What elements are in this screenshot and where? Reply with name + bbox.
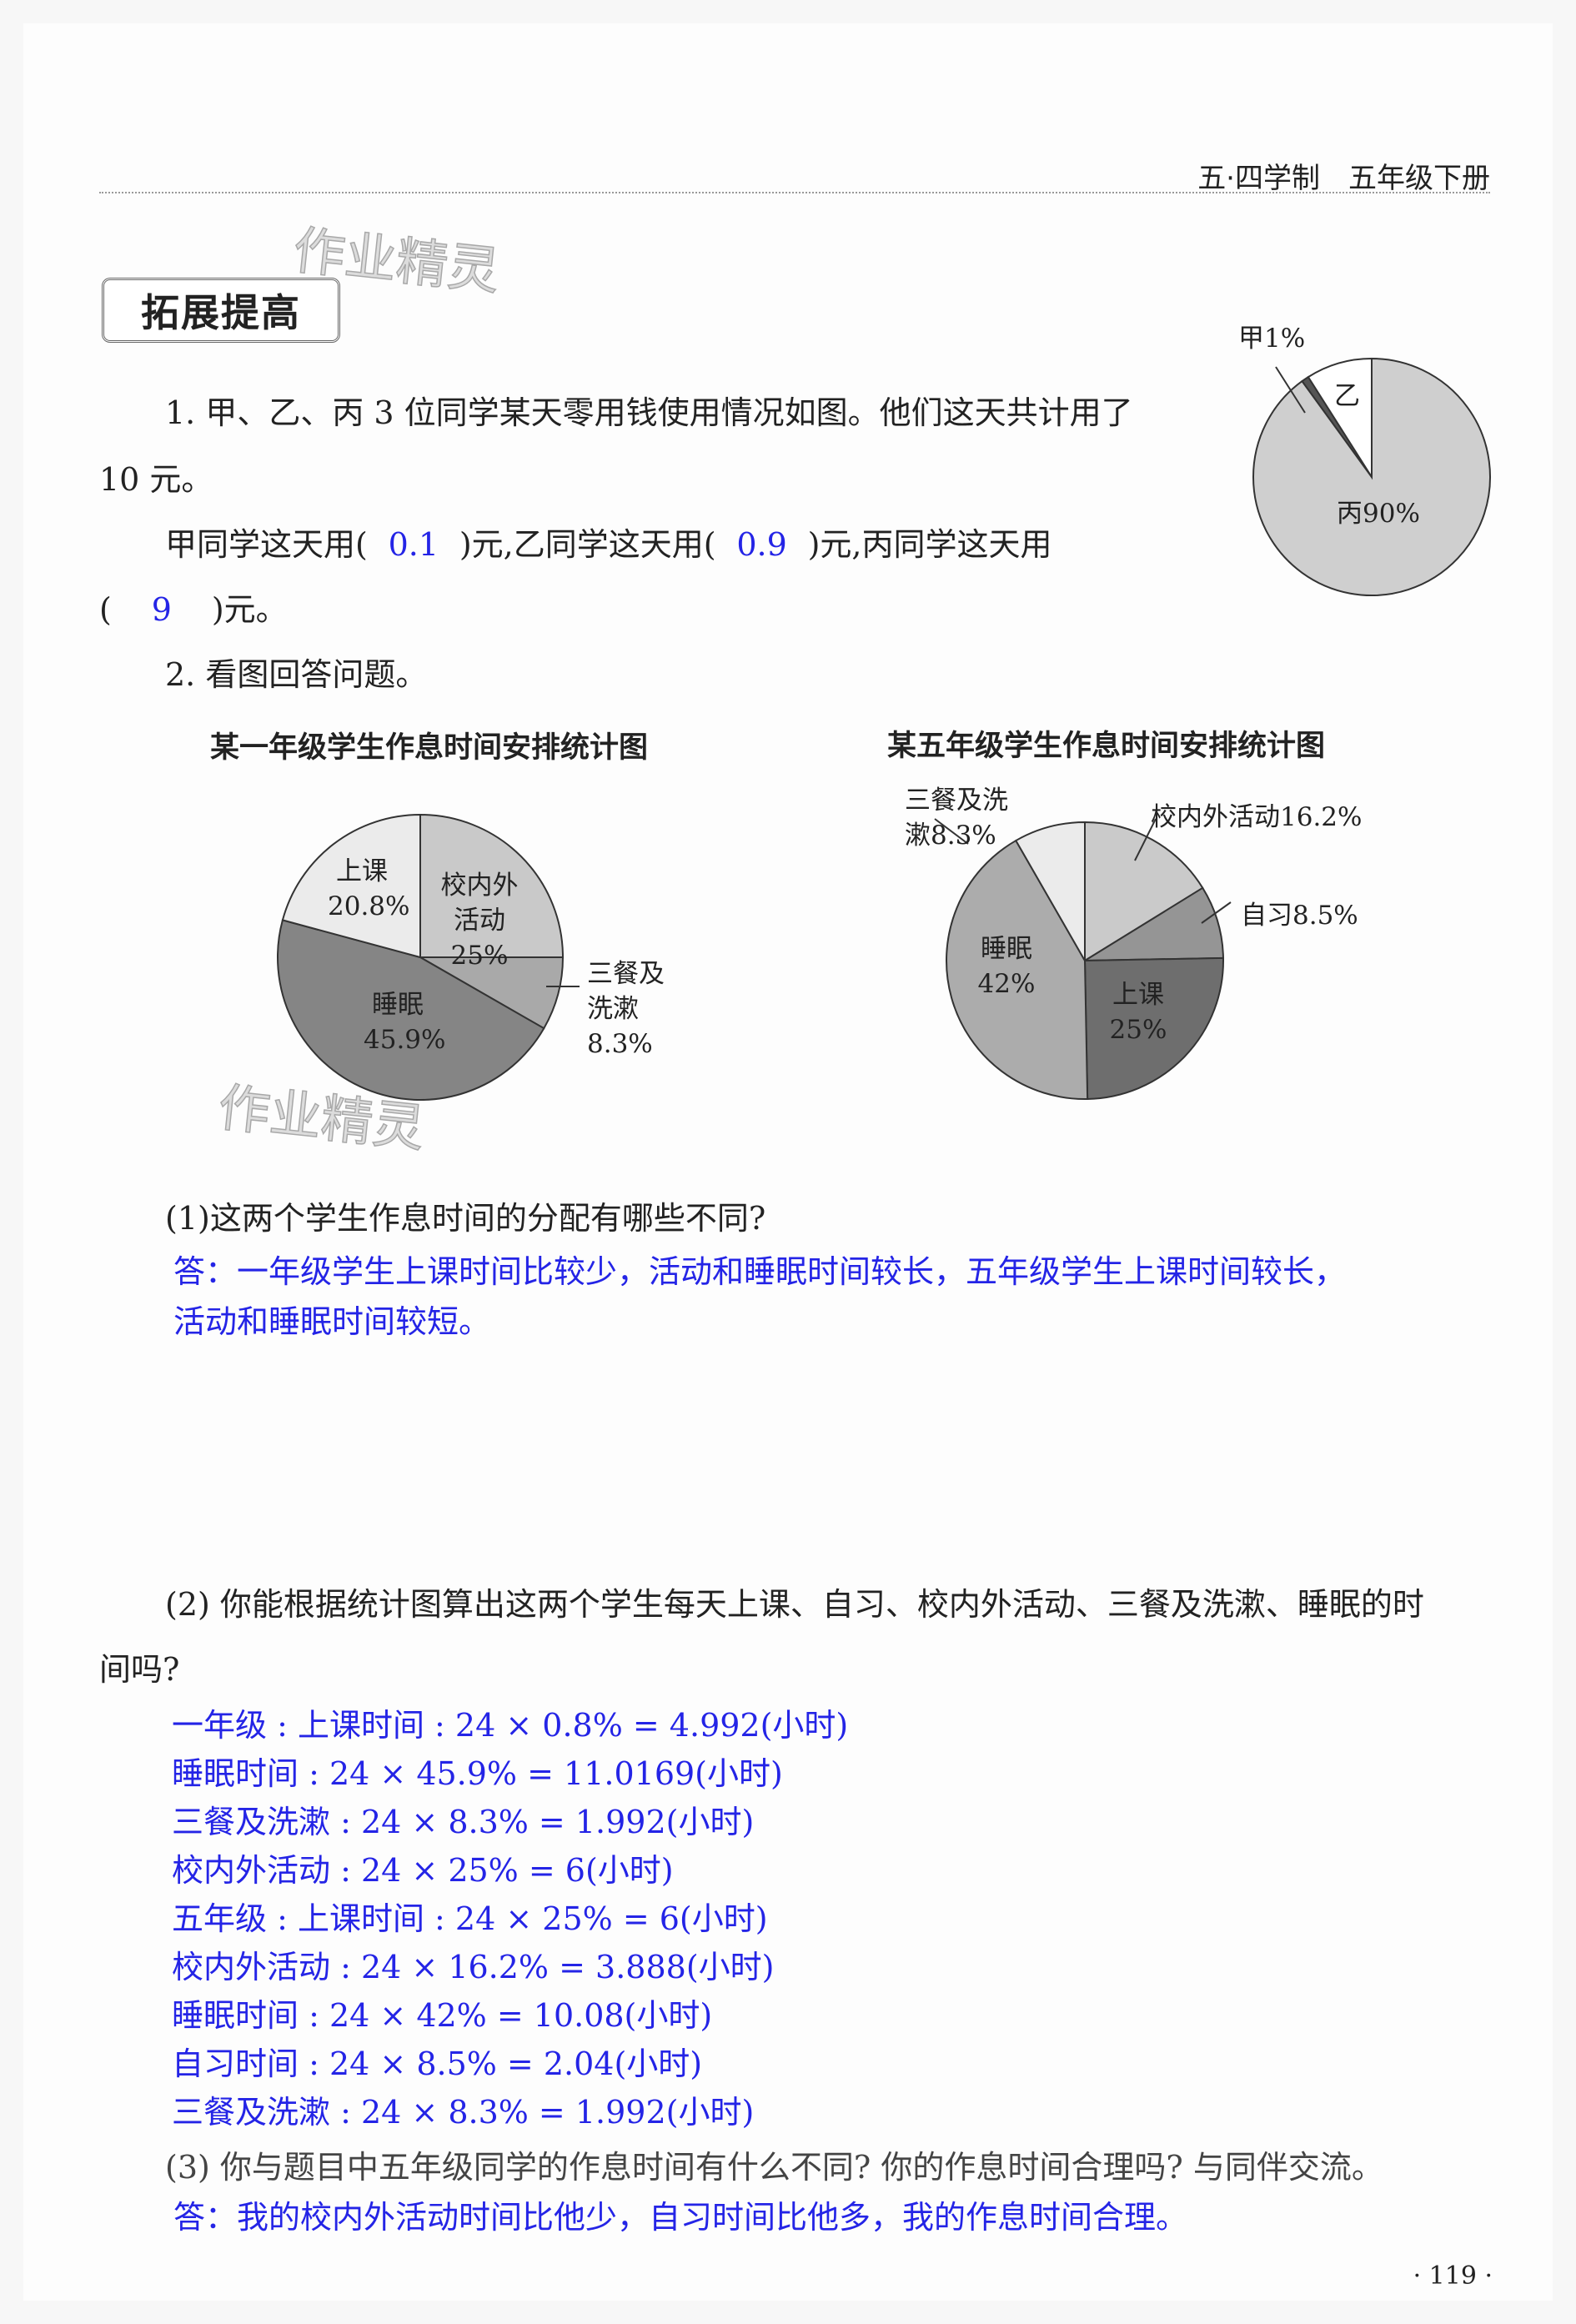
q1-line1: 1. 甲、乙、丙 3 位同学某天零用钱使用情况如图。他们这天共计用了 — [165, 394, 1133, 431]
pie2-label-activity: 校内外活动16.2% — [1151, 802, 1363, 832]
pie-chart-grade5 — [934, 818, 1232, 1100]
q2-label: 2. 看图回答问题。 — [165, 656, 428, 693]
pie-slice-校内外活动 — [1084, 821, 1204, 962]
sub1-answer-line1: 答：一年级学生上课时间比较少，活动和睡眠时间较长，五年级学生上课时间较长， — [173, 1253, 1347, 1290]
answer-bing: 9 — [151, 591, 172, 628]
q1-line4: (9 )元。 — [99, 594, 288, 625]
calc-line: 三餐及洗漱 : 24 × 8.3% = 1.992(小时) — [172, 1804, 755, 1840]
leader-line — [1134, 818, 1157, 861]
q1-line3: 甲同学这天用( 0.1 )元,乙同学这天用( 0.9 )元,丙同学这天用 — [165, 529, 1052, 560]
pie2-label-class: 上课25% — [1109, 980, 1167, 1045]
pie2-label-meal: 三餐及洗漱8.3% — [905, 786, 1008, 851]
pie-slice-校内外活动 — [419, 813, 565, 958]
leader-line — [1201, 901, 1232, 924]
chart2-title: 某五年级学生作息时间安排统计图 — [887, 730, 1326, 763]
page-number: · 119 · — [1413, 2261, 1493, 2291]
pie-slice-乙 — [1307, 357, 1373, 480]
q1-text: )元,丙同学这天用 — [807, 526, 1052, 563]
calc-line: 五年级 : 上课时间 : 24 × 25% = 6(小时) — [172, 1900, 768, 1937]
calc-line: 睡眠时间 : 24 × 42% = 10.08(小时) — [172, 1997, 713, 2034]
pie-slice-自习 — [1082, 886, 1224, 962]
sub3-question: (3) 你与题目中五年级同学的作息时间有什么不同? 你的作息时间合理吗? 与同伴… — [165, 2149, 1383, 2186]
leader-line — [1275, 366, 1306, 414]
pie2-label-study: 自习8.5% — [1241, 901, 1358, 931]
pie0-label-bing: 丙90% — [1337, 499, 1420, 529]
pie-chart-grade1 — [277, 813, 580, 1101]
sub1-answer-line2: 活动和睡眠时间较短。 — [173, 1303, 491, 1340]
q1-text: ( — [99, 591, 112, 628]
pie-slice-三餐及洗漱 — [417, 956, 565, 1030]
pie0-label-yi: 乙 — [1334, 381, 1360, 411]
pie-slice-三餐及洗漱 — [1014, 821, 1086, 964]
pie1-label-meal: 三餐及洗漱8.3% — [587, 959, 665, 1059]
pie1-label-class: 上课20.8% — [328, 856, 410, 921]
q1-text: )元,乙同学这天用( — [459, 526, 716, 563]
calc-line: 一年级 : 上课时间 : 24 × 0.8% = 4.992(小时) — [172, 1707, 849, 1744]
chart1-title: 某一年级学生作息时间安排统计图 — [210, 731, 649, 765]
pie2-label-sleep: 睡眠42% — [977, 934, 1036, 999]
sub2-question-line2: 间吗? — [99, 1651, 180, 1688]
q1-line2: 10 元。 — [99, 461, 213, 498]
sub2-question-line1: (2) 你能根据统计图算出这两个学生每天上课、自习、校内外活动、三餐及洗漱、睡眠… — [165, 1586, 1424, 1623]
pie-chart-pocket-money — [1252, 357, 1491, 596]
calc-line: 自习时间 : 24 × 8.5% = 2.04(小时) — [172, 2045, 703, 2082]
q1-text: )元。 — [211, 591, 288, 628]
section-title: 拓展提高 — [102, 278, 340, 343]
leader-line — [934, 818, 969, 845]
header-rule — [99, 192, 1490, 193]
pie-slice-上课 — [1083, 956, 1224, 1100]
calc-line: 校内外活动 : 24 × 16.2% = 3.888(小时) — [172, 1949, 775, 1985]
pie-slice-上课 — [281, 813, 421, 959]
pie1-label-activity: 校内外活动25% — [440, 871, 519, 971]
answer-jia: 0.1 — [388, 526, 439, 563]
sub1-question: (1)这两个学生作息时间的分配有哪些不同? — [165, 1200, 766, 1237]
calc-line: 睡眠时间 : 24 × 45.9% = 11.0169(小时) — [172, 1755, 783, 1792]
calc-line: 校内外活动 : 24 × 25% = 6(小时) — [172, 1852, 674, 1889]
sub3-answer: 答：我的校内外活动时间比他少，自习时间比他多，我的作息时间合理。 — [173, 2199, 1188, 2236]
pie0-label-jia: 甲1% — [1238, 324, 1306, 354]
pie1-label-sleep: 睡眠45.9% — [364, 990, 446, 1055]
q1-text: 甲同学这天用( — [165, 526, 368, 563]
pie-slice-睡眠 — [277, 919, 545, 1101]
calc-line: 三餐及洗漱 : 24 × 8.3% = 1.992(小时) — [172, 2094, 755, 2131]
answer-yi: 0.9 — [736, 526, 787, 563]
header-title: 五·四学制 五年级下册 — [1197, 162, 1490, 195]
